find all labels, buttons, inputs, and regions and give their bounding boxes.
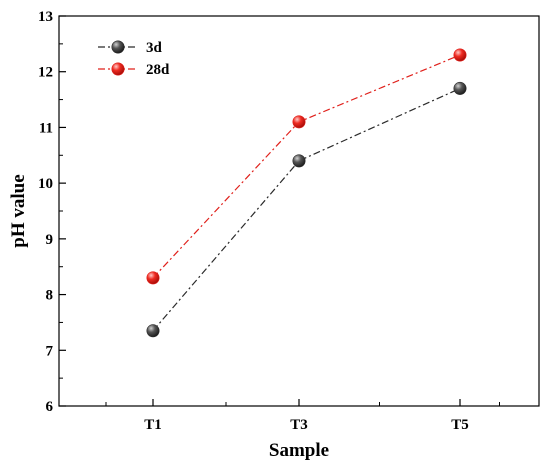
plot-area: [58, 15, 540, 407]
y-tick-label: 10: [38, 176, 53, 192]
x-tick-label: T3: [290, 417, 308, 433]
y-tick-label: 6: [46, 399, 54, 415]
x-axis-ticks: T1 T3 T5: [105, 399, 500, 433]
x-tick-label: T5: [451, 417, 469, 433]
legend-label-3d: 3d: [146, 40, 163, 56]
x-tick-label: T1: [144, 417, 162, 433]
x-axis-title: Sample: [269, 440, 329, 461]
data-point-28d-T3: [292, 115, 306, 129]
legend-marker-28d: [111, 62, 125, 76]
data-point-3d-T3: [292, 154, 306, 168]
series-line-28d: [152, 54, 461, 279]
data-point-28d-T5: [453, 48, 467, 62]
y-tick-label: 7: [46, 343, 54, 359]
data-point-3d-T5: [453, 81, 467, 95]
plot-frame: [58, 15, 540, 407]
y-axis-ticks: 6 7 8 9 10 11 12 13: [38, 9, 66, 415]
data-point-3d-T1: [146, 324, 160, 338]
y-axis-title: pH value: [8, 174, 29, 247]
y-tick-label: 8: [46, 288, 54, 304]
series-line-3d: [152, 87, 461, 332]
legend-label-28d: 28d: [146, 62, 170, 78]
y-tick-label: 13: [38, 9, 53, 25]
y-tick-label: 12: [38, 65, 53, 81]
legend-marker-3d: [111, 40, 125, 54]
series-layer: [146, 48, 467, 338]
y-tick-label: 11: [39, 120, 53, 136]
y-tick-label: 9: [46, 232, 54, 248]
data-point-28d-T1: [146, 271, 160, 285]
